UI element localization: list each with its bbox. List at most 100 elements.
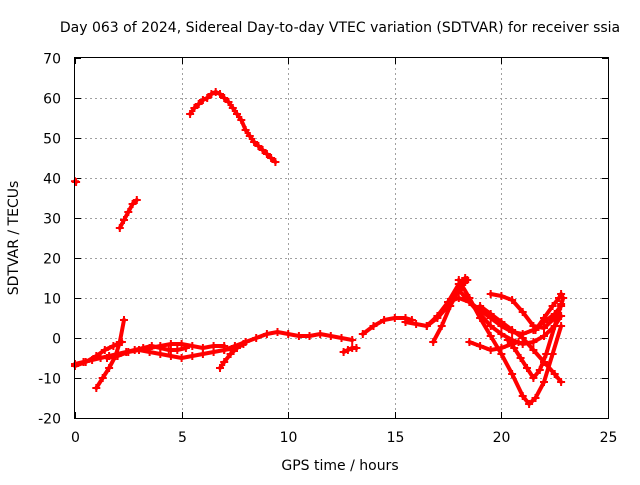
data-point <box>166 352 175 360</box>
data-point <box>476 302 485 310</box>
data-point <box>497 292 506 300</box>
data-point <box>135 346 143 354</box>
data-point <box>510 344 519 352</box>
data-point <box>555 294 563 302</box>
data-point <box>188 352 197 360</box>
data-point <box>190 104 199 112</box>
series-arc-21 <box>422 278 470 330</box>
data-point <box>198 96 207 104</box>
y-tick-label: 70 <box>43 52 61 68</box>
series-arc-12 <box>358 314 416 338</box>
series-arc-11 <box>339 344 361 356</box>
data-point <box>250 138 259 146</box>
data-point <box>211 88 220 96</box>
data-point <box>358 330 367 338</box>
data-point <box>186 110 195 118</box>
data-point <box>241 126 250 134</box>
series-arc-23 <box>531 290 566 334</box>
data-point <box>497 330 506 338</box>
data-point <box>465 298 474 306</box>
data-point <box>115 224 124 232</box>
data-point <box>486 290 495 298</box>
data-point <box>529 338 538 346</box>
data-point <box>540 324 548 332</box>
data-point <box>422 322 431 330</box>
data-point <box>508 326 517 334</box>
series-arc-2 <box>115 196 141 232</box>
data-point <box>156 342 165 350</box>
data-point <box>128 200 137 208</box>
data-point <box>230 342 239 350</box>
data-point <box>535 366 544 374</box>
x-tick-label: 15 <box>387 430 405 446</box>
data-point <box>92 352 101 360</box>
y-tick-label: 20 <box>43 252 61 268</box>
data-point <box>540 332 548 340</box>
data-point <box>115 338 124 346</box>
series-arc-10 <box>220 328 357 354</box>
data-point <box>207 90 216 98</box>
data-point <box>203 94 212 102</box>
data-point <box>258 146 267 154</box>
data-point <box>113 352 122 360</box>
data-point <box>267 154 276 162</box>
data-point <box>380 316 389 324</box>
series-arc-3 <box>186 88 280 166</box>
data-point <box>352 344 361 352</box>
data-point <box>514 338 523 346</box>
data-point <box>542 350 551 358</box>
data-point <box>209 348 218 356</box>
data-point <box>220 94 229 102</box>
data-point <box>198 350 207 358</box>
data-point <box>194 100 203 108</box>
data-point <box>401 318 410 326</box>
series-arc-22 <box>476 302 566 386</box>
data-point <box>156 350 165 358</box>
data-point <box>124 208 133 216</box>
data-point <box>497 344 506 352</box>
data-point <box>433 314 442 322</box>
data-point <box>531 394 540 402</box>
data-point <box>164 346 173 354</box>
data-point <box>369 322 378 330</box>
data-point <box>120 316 128 324</box>
x-tick-label: 10 <box>280 430 298 446</box>
data-point <box>454 286 463 294</box>
y-tick-label: 10 <box>43 292 61 308</box>
data-point <box>226 350 235 358</box>
data-point <box>557 378 566 386</box>
data-point <box>486 332 495 340</box>
data-point <box>233 110 241 118</box>
data-point <box>548 302 557 310</box>
data-point <box>518 392 527 400</box>
series-layer <box>71 88 568 408</box>
data-point <box>343 346 352 354</box>
data-point <box>337 334 346 342</box>
data-point <box>550 370 559 378</box>
y-tick-label: 40 <box>43 172 61 188</box>
data-point <box>525 400 534 408</box>
data-point <box>294 332 303 340</box>
series-arc-14 <box>429 276 472 346</box>
data-point <box>245 132 254 140</box>
data-point <box>518 334 527 342</box>
data-point <box>529 374 538 382</box>
x-tick-label: 0 <box>71 430 80 446</box>
data-point <box>540 314 548 322</box>
data-point <box>339 348 348 356</box>
data-point <box>81 358 90 366</box>
data-point <box>145 348 154 356</box>
data-point <box>220 346 229 354</box>
data-point <box>98 374 107 382</box>
data-point <box>284 330 293 338</box>
data-point <box>348 336 357 344</box>
data-point <box>220 358 229 366</box>
data-point <box>273 328 282 336</box>
data-point <box>497 318 506 326</box>
data-point <box>516 354 525 362</box>
data-point <box>228 104 237 112</box>
series-arc-20 <box>503 294 568 382</box>
data-point <box>224 98 233 106</box>
x-tick-label: 5 <box>178 430 187 446</box>
data-point <box>454 276 463 284</box>
